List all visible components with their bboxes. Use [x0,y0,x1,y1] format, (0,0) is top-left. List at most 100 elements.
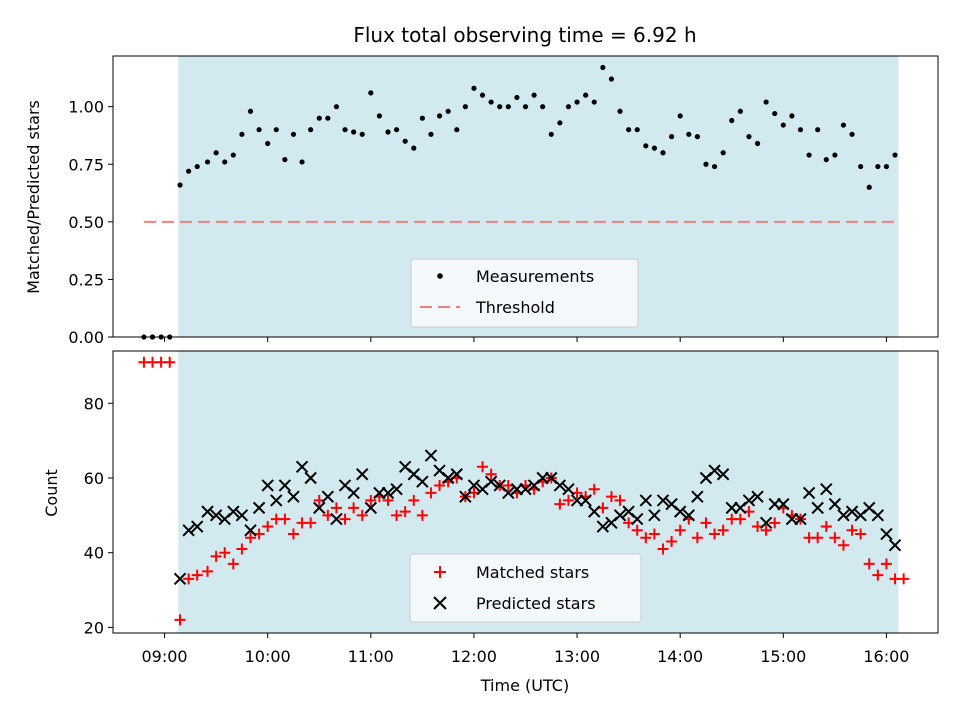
predicted-star-point [484,475,498,488]
predicted-star-point [424,449,438,462]
y-tick-label: 20 [84,618,104,637]
predicted-star-point [759,516,773,530]
measurement-point [651,145,658,151]
measurement-point [626,127,632,133]
y-tick-label: 80 [84,394,104,413]
x-tick-label: 16:00 [863,647,909,666]
measurement-point [273,127,279,133]
matched-star-point [554,498,566,510]
y-tick-label: 1.00 [68,98,104,117]
measurement-point [479,92,486,98]
legend-measurements-marker [437,273,443,279]
matched-star-point [734,513,746,525]
measurement-point [351,129,357,135]
predicted-star-point [871,509,885,522]
matched-star-point [846,524,858,536]
measurement-point [299,159,305,165]
measurement-point [497,104,503,110]
bottom-panel: 20 40 60 80 09:00 10:00 11:00 12:00 13:00 14:00 1… [42,350,939,695]
x-tick-label: 14:00 [657,647,703,666]
predicted-star-point [845,505,859,518]
predicted-star-point [802,486,816,500]
predicted-star-point [596,520,610,533]
measurement-point [832,152,838,158]
predicted-star-point [390,482,403,496]
measurement-point [419,115,425,121]
measurement-point [557,120,563,126]
measurement-point [522,104,529,110]
measurement-point [454,127,460,133]
predicted-star-point [708,464,721,477]
predicted-star-point [201,505,214,518]
predicted-star-point [553,479,567,492]
measurement-point [892,152,898,158]
matched-star-point [287,528,299,540]
matched-star-point [183,573,195,585]
measurement-point [711,163,718,170]
chart-title: Flux total observing time = 6.92 h [353,23,696,47]
measurement-point [797,127,804,133]
measurement-point [634,127,640,133]
y-tick-label: 0.00 [68,328,104,347]
matched-star-point [717,524,729,536]
measurement-point [840,122,847,128]
predicted-star-point [716,468,730,481]
predicted-star-point [287,490,300,503]
measurement-point [514,94,520,101]
x-tick-label: 11:00 [348,647,394,666]
measurement-point [608,76,615,82]
predicted-star-point [347,486,360,500]
measurement-point [411,145,417,151]
predicted-star-point [751,490,764,503]
bottom-y-ticks: 20 40 60 80 [84,394,113,637]
measurement-point [239,131,245,137]
measurement-point [222,159,228,165]
measurement-point [643,143,649,149]
measurement-point [849,131,855,137]
predicted-star-point [579,494,592,507]
predicted-star-point [209,509,223,522]
measurement-point [763,99,769,105]
predicted-star-point [562,482,575,496]
top-legend: Measurements Threshold [410,258,639,328]
count-series [138,356,910,626]
measurement-point [186,168,192,174]
predicted-star-point [639,494,653,507]
measurement-point [574,99,580,105]
matched-star-point [191,569,203,581]
measurement-point [531,92,537,98]
x-axis-label: Time (UTC) [480,676,569,695]
predicted-star-point [381,486,395,500]
top-legend-box [410,258,639,328]
predicted-star-point [261,479,274,492]
predicted-star-point [295,460,309,473]
predicted-star-point [742,494,756,507]
measurement-point [177,182,183,188]
bottom-legend-box [409,553,642,623]
predicted-star-point [837,509,850,522]
measurement-point [505,104,511,110]
matched-star-point [812,532,824,544]
predicted-star-point [330,512,343,526]
y-tick-label: 0.25 [68,270,104,289]
matched-star-point [657,543,669,555]
measurement-point [720,150,726,156]
measurement-point [428,131,434,137]
matched-star-point [829,532,841,544]
legend-matched-label: Matched stars [476,563,589,582]
measurement-point [780,122,786,128]
matched-star-point [820,521,832,533]
measurement-point [333,104,340,110]
matched-star-point [760,524,772,536]
measurement-point [204,159,211,165]
measurement-point [565,104,572,110]
matched-star-point [227,558,239,570]
predicted-star-point [244,524,257,537]
measurement-point [866,184,872,190]
measurement-point [746,134,752,140]
measurement-point [230,152,236,158]
bottom-axes-frame [112,350,939,634]
matched-star-point [691,532,703,544]
measurement-point [402,138,408,144]
predicted-star-point [313,501,326,515]
